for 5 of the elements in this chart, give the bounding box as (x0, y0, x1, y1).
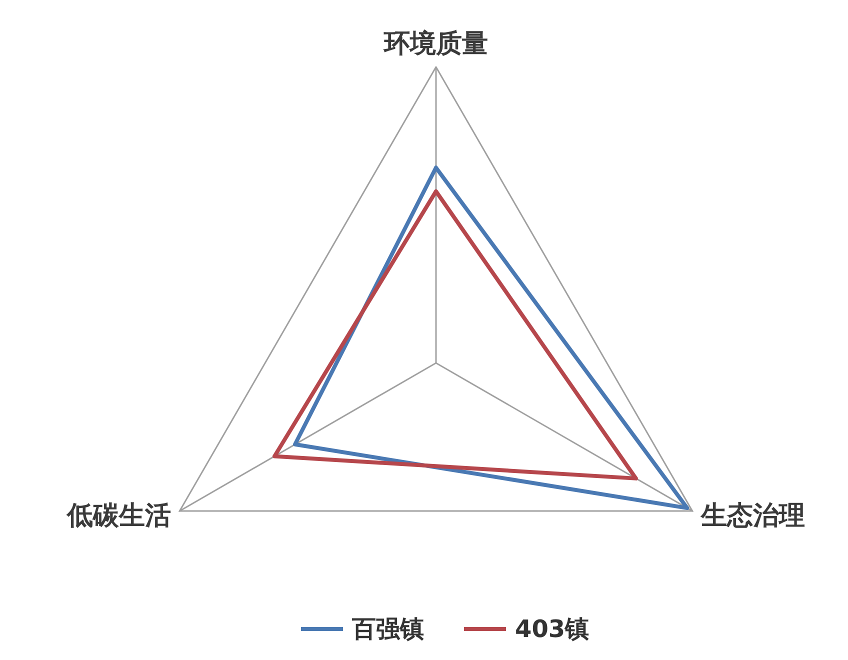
spoke-label: 低碳生活 (66, 501, 171, 531)
spoke-label: 生态治理 (700, 501, 806, 531)
spoke-label: 环境质量 (383, 29, 488, 59)
legend-label: 403镇 (515, 615, 590, 643)
legend-label: 百强镇 (351, 615, 424, 643)
